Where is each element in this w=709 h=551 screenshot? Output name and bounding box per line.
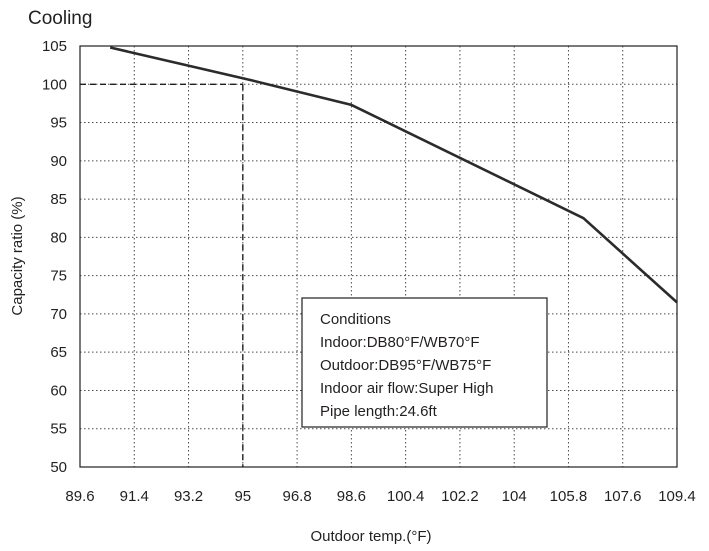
y-tick-label: 65 (50, 344, 67, 361)
chart-title: Cooling (28, 8, 92, 29)
y-tick-label: 95 (50, 115, 67, 132)
y-tick-label: 100 (42, 76, 67, 93)
reference-lines (80, 83, 244, 467)
y-tick-label: 85 (50, 191, 67, 208)
x-tick-label: 93.2 (174, 488, 203, 505)
conditions-heading: Conditions (320, 311, 391, 328)
x-tick-label: 102.2 (441, 488, 479, 505)
x-tick-label: 104 (502, 488, 527, 505)
conditions-outdoor: Outdoor:DB95°F/WB75°F (320, 357, 491, 374)
x-tick-label: 89.6 (65, 488, 94, 505)
x-tick-label: 105.8 (550, 488, 588, 505)
series-layer (109, 46, 678, 304)
y-tick-label: 75 (50, 268, 67, 285)
x-tick-label: 100.4 (387, 488, 425, 505)
conditions-indoor: Indoor:DB80°F/WB70°F (320, 334, 480, 351)
y-tick-labels: 50 55 60 65 70 75 80 85 90 95 100 105 (42, 38, 67, 476)
x-tick-label: 107.6 (604, 488, 642, 505)
y-tick-label: 70 (50, 306, 67, 323)
x-tick-label: 95 (234, 488, 251, 505)
conditions-air-flow: Indoor air flow:Super High (320, 380, 493, 397)
y-tick-label: 60 (50, 382, 67, 399)
x-tick-label: 98.6 (337, 488, 366, 505)
x-tick-label: 91.4 (120, 488, 149, 505)
x-tick-labels: 89.6 91.4 93.2 95 96.8 98.6 100.4 102.2 104 105.8… (65, 488, 695, 505)
x-tick-label: 96.8 (282, 488, 311, 505)
grid-lines (80, 46, 677, 467)
conditions-pipe-length: Pipe length:24.6ft (320, 403, 438, 420)
conditions-frame (301, 297, 548, 428)
x-axis-label: Outdoor temp.(°F) (310, 528, 431, 545)
y-tick-label: 50 (50, 459, 67, 476)
y-tick-label: 105 (42, 38, 67, 55)
x-tick-label: 109.4 (658, 488, 696, 505)
y-tick-label: 55 (50, 421, 67, 438)
y-axis-label: Capacity ratio (%) (9, 196, 26, 315)
y-tick-label: 90 (50, 153, 67, 170)
y-tick-label: 80 (50, 229, 67, 246)
conditions-box: Conditions Indoor:DB80°F/WB70°F Outdoor:… (301, 297, 548, 428)
capacity-ratio-line (109, 46, 678, 304)
plot-frame (79, 45, 678, 468)
